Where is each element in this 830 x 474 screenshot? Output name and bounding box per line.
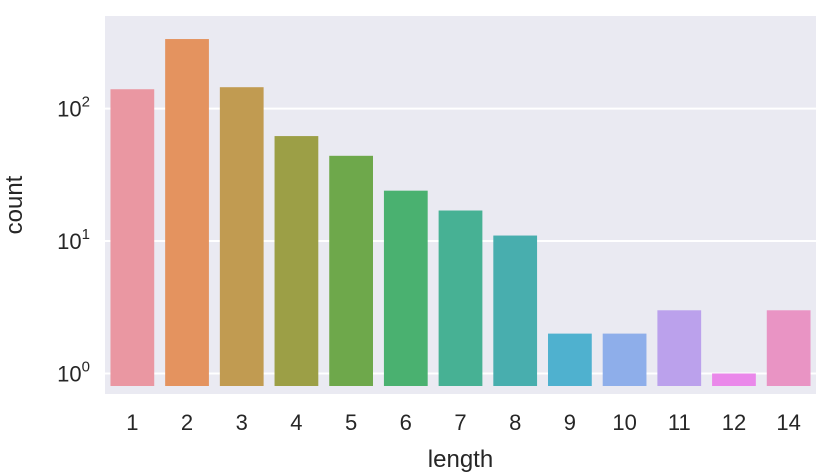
bar-7 (438, 210, 483, 386)
bar-12 (712, 373, 756, 386)
x-tick-label: 3 (236, 410, 248, 435)
x-axis-label: length (428, 446, 493, 473)
x-tick-labels: 1 2 3 4 5 6 7 8 9 10 11 12 14 (126, 410, 801, 435)
bar-3 (219, 87, 264, 386)
y-tick-label: 102 (57, 94, 90, 122)
y-tick-label: 101 (57, 226, 90, 254)
x-tick-label: 9 (564, 410, 576, 435)
bar-11 (657, 310, 702, 386)
bars (110, 39, 811, 386)
x-tick-label: 4 (290, 410, 302, 435)
bar-9 (548, 333, 592, 386)
bar-4 (274, 136, 319, 386)
x-tick-label: 6 (400, 410, 412, 435)
x-tick-label: 7 (454, 410, 466, 435)
x-tick-label: 2 (181, 410, 193, 435)
y-axis-label: count (1, 175, 28, 234)
bar-2 (165, 39, 209, 386)
bar-5 (329, 155, 373, 386)
y-tick-labels: 100 101 102 (57, 94, 90, 387)
x-tick-label: 8 (509, 410, 521, 435)
bar-10 (602, 333, 647, 386)
bar-14 (766, 310, 811, 386)
bar-8 (493, 235, 538, 386)
y-tick-label: 100 (57, 358, 90, 386)
x-tick-label: 5 (345, 410, 357, 435)
x-tick-label: 12 (722, 410, 746, 435)
x-tick-label: 10 (612, 410, 636, 435)
x-tick-label: 1 (126, 410, 138, 435)
bar-1 (110, 89, 155, 386)
bar-6 (383, 190, 428, 386)
x-tick-label: 14 (776, 410, 800, 435)
x-tick-label: 11 (668, 410, 691, 435)
